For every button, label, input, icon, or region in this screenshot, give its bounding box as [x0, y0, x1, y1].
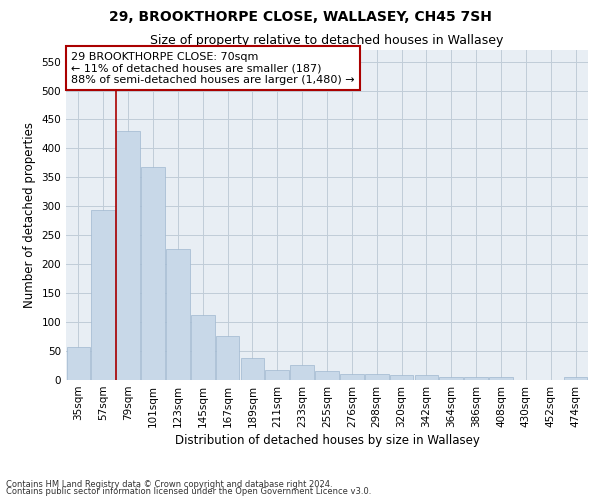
Bar	[390, 376, 413, 380]
Bar	[67, 347, 90, 380]
Bar	[216, 336, 239, 380]
Y-axis label: Number of detached properties: Number of detached properties	[23, 122, 36, 308]
Bar	[241, 358, 264, 380]
Bar	[464, 377, 488, 380]
Bar	[91, 210, 115, 380]
Bar	[116, 131, 140, 380]
Text: Contains HM Land Registry data © Crown copyright and database right 2024.: Contains HM Land Registry data © Crown c…	[6, 480, 332, 489]
Text: 29 BROOKTHORPE CLOSE: 70sqm
← 11% of detached houses are smaller (187)
88% of se: 29 BROOKTHORPE CLOSE: 70sqm ← 11% of det…	[71, 52, 355, 85]
Bar	[166, 248, 190, 380]
Bar	[191, 314, 215, 380]
Bar	[439, 377, 463, 380]
Bar	[415, 376, 438, 380]
Text: 29, BROOKTHORPE CLOSE, WALLASEY, CH45 7SH: 29, BROOKTHORPE CLOSE, WALLASEY, CH45 7S…	[109, 10, 491, 24]
Bar	[489, 377, 513, 380]
Bar	[340, 374, 364, 380]
X-axis label: Distribution of detached houses by size in Wallasey: Distribution of detached houses by size …	[175, 434, 479, 447]
Text: Contains public sector information licensed under the Open Government Licence v3: Contains public sector information licen…	[6, 488, 371, 496]
Bar	[315, 372, 339, 380]
Bar	[265, 370, 289, 380]
Bar	[564, 377, 587, 380]
Bar	[290, 365, 314, 380]
Bar	[141, 167, 165, 380]
Bar	[365, 374, 389, 380]
Title: Size of property relative to detached houses in Wallasey: Size of property relative to detached ho…	[151, 34, 503, 48]
